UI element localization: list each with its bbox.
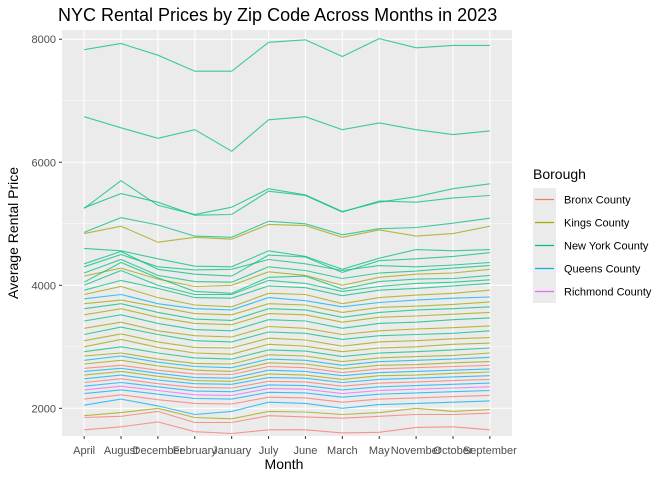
series-line	[83, 250, 490, 277]
y-axis-title: Average Rental Price	[5, 167, 21, 299]
x-tick-label: November	[391, 445, 442, 457]
series-line	[84, 352, 490, 365]
series-line	[84, 346, 490, 360]
series-line	[84, 38, 490, 72]
x-tick-label: July	[259, 445, 279, 457]
series-line	[83, 253, 490, 272]
x-tick-label: April	[73, 445, 95, 457]
x-tick-label: January	[212, 445, 252, 457]
legend-label: Queens County	[564, 264, 641, 276]
legend-label: Bronx County	[564, 195, 631, 207]
x-axis-title: Month	[265, 456, 304, 472]
series-line	[84, 308, 490, 326]
series-line	[83, 267, 490, 288]
series-line	[83, 338, 490, 355]
series-line	[83, 217, 490, 238]
series-line	[84, 407, 490, 420]
gridlines	[62, 30, 512, 436]
series-line	[83, 223, 491, 243]
series-line	[84, 321, 490, 338]
x-tick-label: August	[104, 445, 138, 457]
series-line	[84, 293, 490, 311]
legend: Borough Bronx County Kings County New York…	[533, 166, 652, 303]
series-line	[83, 190, 490, 216]
series-line	[83, 326, 490, 343]
series-line	[83, 116, 490, 152]
chart-title: NYC Rental Prices by Zip Code Across Mon…	[58, 5, 497, 25]
series-line	[84, 385, 490, 396]
series-line	[84, 374, 490, 385]
series-line	[84, 333, 490, 349]
series-line	[84, 410, 490, 424]
y-tick-label: 2000	[32, 403, 56, 415]
series-line	[84, 398, 490, 416]
series-line	[84, 359, 490, 372]
x-tick-label: October	[433, 445, 472, 457]
series-line	[84, 247, 490, 270]
series-line	[84, 303, 490, 321]
series-line	[84, 421, 490, 435]
y-tick-label: 6000	[32, 157, 56, 169]
series-line	[84, 394, 490, 405]
series-line	[84, 355, 490, 369]
series-line	[83, 258, 490, 283]
x-tick-label: March	[327, 445, 358, 457]
series-line	[84, 367, 490, 379]
series-line	[83, 261, 490, 294]
x-tick-label: June	[294, 445, 318, 457]
x-tick-label: February	[173, 445, 218, 457]
series-line	[83, 279, 490, 299]
series-line	[84, 378, 490, 389]
series-line	[84, 381, 490, 393]
series-line	[84, 370, 490, 382]
series-line	[84, 314, 490, 332]
x-tick-label: September	[463, 445, 517, 457]
series-lines	[83, 38, 491, 435]
series-line	[84, 389, 490, 400]
series-line	[84, 299, 490, 316]
series-line	[83, 269, 490, 296]
legend-label: Richmond County	[564, 287, 652, 299]
x-tick-label: December	[133, 445, 184, 457]
legend-label: New York County	[564, 241, 649, 253]
plot-panel	[62, 30, 512, 436]
legend-title: Borough	[533, 166, 586, 182]
y-axis-ticks: 2000 4000 6000 8000	[32, 34, 62, 415]
series-line	[84, 364, 490, 376]
x-tick-label: May	[369, 445, 390, 457]
y-tick-label: 8000	[32, 34, 56, 46]
legend-label: Kings County	[564, 218, 630, 230]
series-line	[83, 285, 490, 308]
y-tick-label: 4000	[32, 280, 56, 292]
